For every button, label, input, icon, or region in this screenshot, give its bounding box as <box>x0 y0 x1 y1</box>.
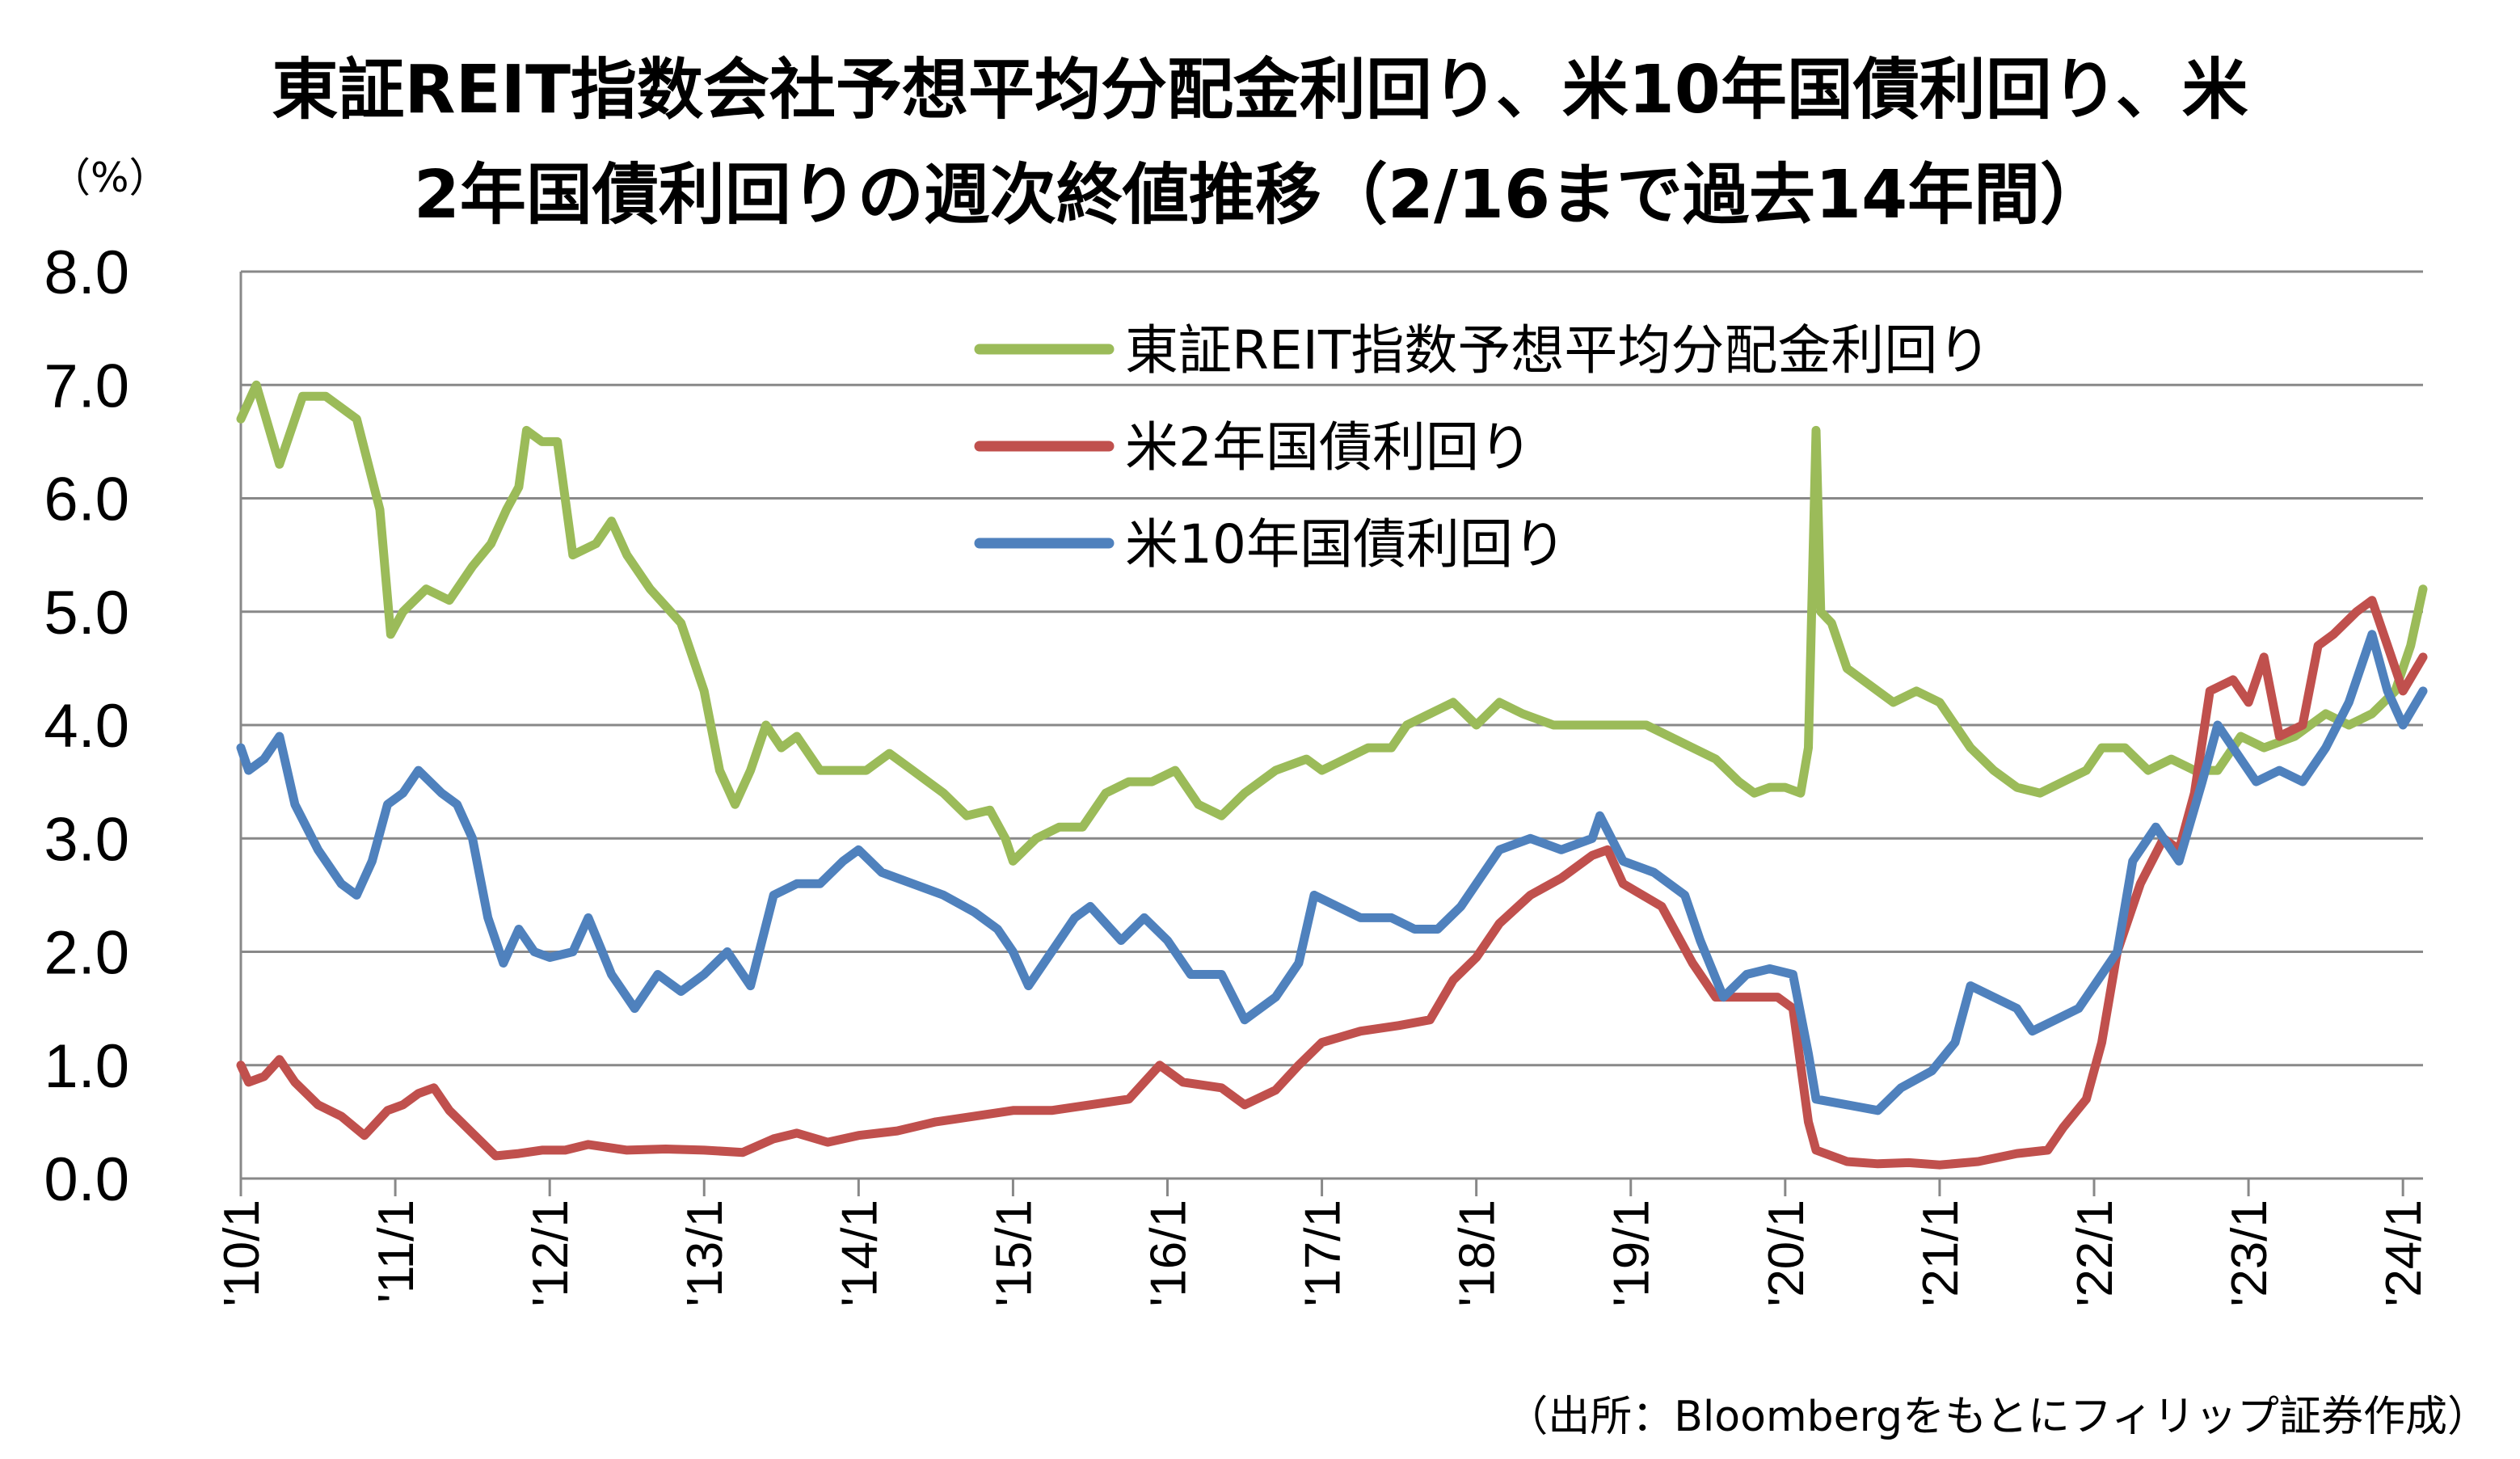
x-tick-label: '22/1 <box>2067 1200 2123 1307</box>
y-axis-ticks: 0.0 1.0 2.0 3.0 4.0 5.0 6.0 7.0 8.0 <box>44 238 129 1214</box>
x-tick-label: '15/1 <box>986 1200 1042 1307</box>
x-tick-label: '13/1 <box>677 1200 733 1307</box>
chart-title-line1: 東証REIT指数会社予想平均分配金利回り、米10年国債利回り、米 <box>272 52 2248 129</box>
y-axis-unit-label: （%） <box>50 154 170 201</box>
series-line-1 <box>236 380 2428 866</box>
x-axis-ticks: '10/1 '11/1 '12/1 '13/1 '14/1 '15/1 '16/1 '17/1… <box>214 1200 2432 1307</box>
legend-label-1: 東証REIT指数予想平均分配金利回り <box>1125 319 1991 382</box>
x-tick-label: '19/1 <box>1604 1200 1660 1307</box>
x-tick-label: '12/1 <box>523 1200 579 1307</box>
y-tick-label: 6.0 <box>44 466 129 534</box>
chart-title-line2: 2年国債利回りの週次終値推移（2/16まで過去14年間） <box>413 157 2107 234</box>
series-line-2 <box>236 596 2428 1170</box>
x-tick-label: '21/1 <box>1913 1200 1969 1307</box>
y-tick-label: 4.0 <box>44 692 129 761</box>
y-tick-label: 1.0 <box>44 1032 129 1101</box>
x-tick-label: '14/1 <box>832 1200 887 1307</box>
x-tick-label: '16/1 <box>1140 1200 1196 1307</box>
legend-label-3: 米10年国債利回り <box>1125 513 1566 576</box>
x-tick-label: '18/1 <box>1450 1200 1506 1307</box>
series-lines <box>236 380 2428 1170</box>
x-tick-label: '24/1 <box>2376 1200 2432 1307</box>
x-tick-label: '11/1 <box>369 1200 424 1303</box>
legend-label-2: 米2年国債利回り <box>1125 416 1532 479</box>
x-tick-label: '20/1 <box>1759 1200 1814 1307</box>
series-line-3 <box>236 630 2428 1115</box>
y-tick-label: 7.0 <box>44 352 129 420</box>
y-tick-label: 5.0 <box>44 579 129 647</box>
y-tick-label: 0.0 <box>44 1145 129 1214</box>
x-tick-label: '17/1 <box>1296 1200 1351 1307</box>
y-tick-label: 2.0 <box>44 919 129 988</box>
source-note: （出所：Bloombergをもとにフィリップ証券作成） <box>1506 1393 2489 1441</box>
y-tick-label: 8.0 <box>44 238 129 307</box>
y-tick-label: 3.0 <box>44 805 129 874</box>
x-tick-label: '23/1 <box>2222 1200 2278 1307</box>
x-tick-label: '10/1 <box>214 1200 270 1307</box>
